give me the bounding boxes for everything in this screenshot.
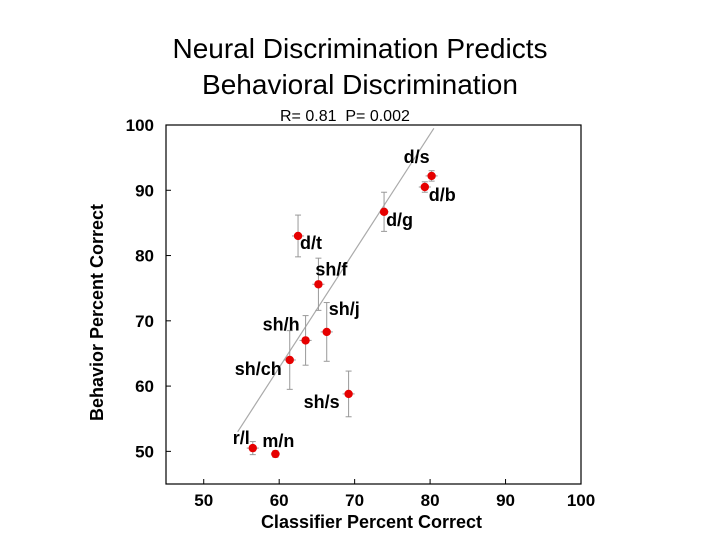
point-label: r/l [233, 428, 250, 448]
stats-p: P= 0.002 [345, 108, 410, 125]
data-point [271, 449, 280, 459]
data-point [285, 355, 294, 365]
plot-frame [165, 124, 582, 485]
point-label: sh/ch [235, 359, 282, 379]
x-tick-label: 90 [496, 491, 515, 510]
y-tick-label: 60 [135, 377, 154, 396]
data-point [427, 171, 436, 181]
chart-title-line-1: Neural Discrimination Predicts [172, 33, 548, 64]
point-label: sh/j [329, 299, 360, 319]
regression-line [237, 127, 435, 433]
point-label: sh/s [304, 392, 340, 412]
data-point [420, 182, 430, 192]
x-axis-label: Classifier Percent Correct [261, 512, 482, 532]
data-point [379, 207, 389, 217]
point-label: d/g [386, 210, 413, 230]
y-tick-label: 70 [135, 312, 154, 331]
point-label: d/s [404, 147, 430, 167]
data-point [322, 327, 331, 337]
y-tick-label: 80 [135, 247, 154, 266]
y-tick-label: 100 [126, 116, 154, 135]
axes: 50 60 70 80 90 100 50 60 70 80 90 100 [126, 116, 596, 510]
y-tick-label: 90 [135, 181, 154, 200]
stats-r: R= 0.81 [280, 108, 337, 125]
x-tick-label: 100 [567, 491, 595, 510]
point-label: m/n [262, 431, 294, 451]
data-point [293, 231, 303, 241]
point-label: sh/h [263, 314, 300, 334]
data-point [248, 443, 257, 453]
correlation-stats: R= 0.81 P= 0.002 [280, 108, 410, 126]
point-labels: d/s d/b d/g d/t sh/f sh/j sh/h sh/ch sh/s r/l m/n [233, 147, 456, 451]
fit-line-group [237, 127, 435, 433]
point-label: sh/f [315, 259, 348, 279]
data-point [344, 389, 353, 399]
y-tick-label: 50 [135, 442, 154, 461]
x-tick-label: 70 [345, 491, 364, 510]
y-axis-label: Behavior Percent Correct [87, 204, 107, 421]
point-label: d/b [429, 185, 456, 205]
data-points [248, 171, 436, 459]
x-tick-label: 80 [421, 491, 440, 510]
data-point [314, 280, 323, 289]
data-point [301, 336, 310, 345]
point-label: d/t [300, 233, 322, 253]
x-tick-label: 50 [194, 491, 213, 510]
x-tick-label: 60 [270, 491, 289, 510]
chart-title-line-2: Behavioral Discrimination [202, 69, 518, 100]
